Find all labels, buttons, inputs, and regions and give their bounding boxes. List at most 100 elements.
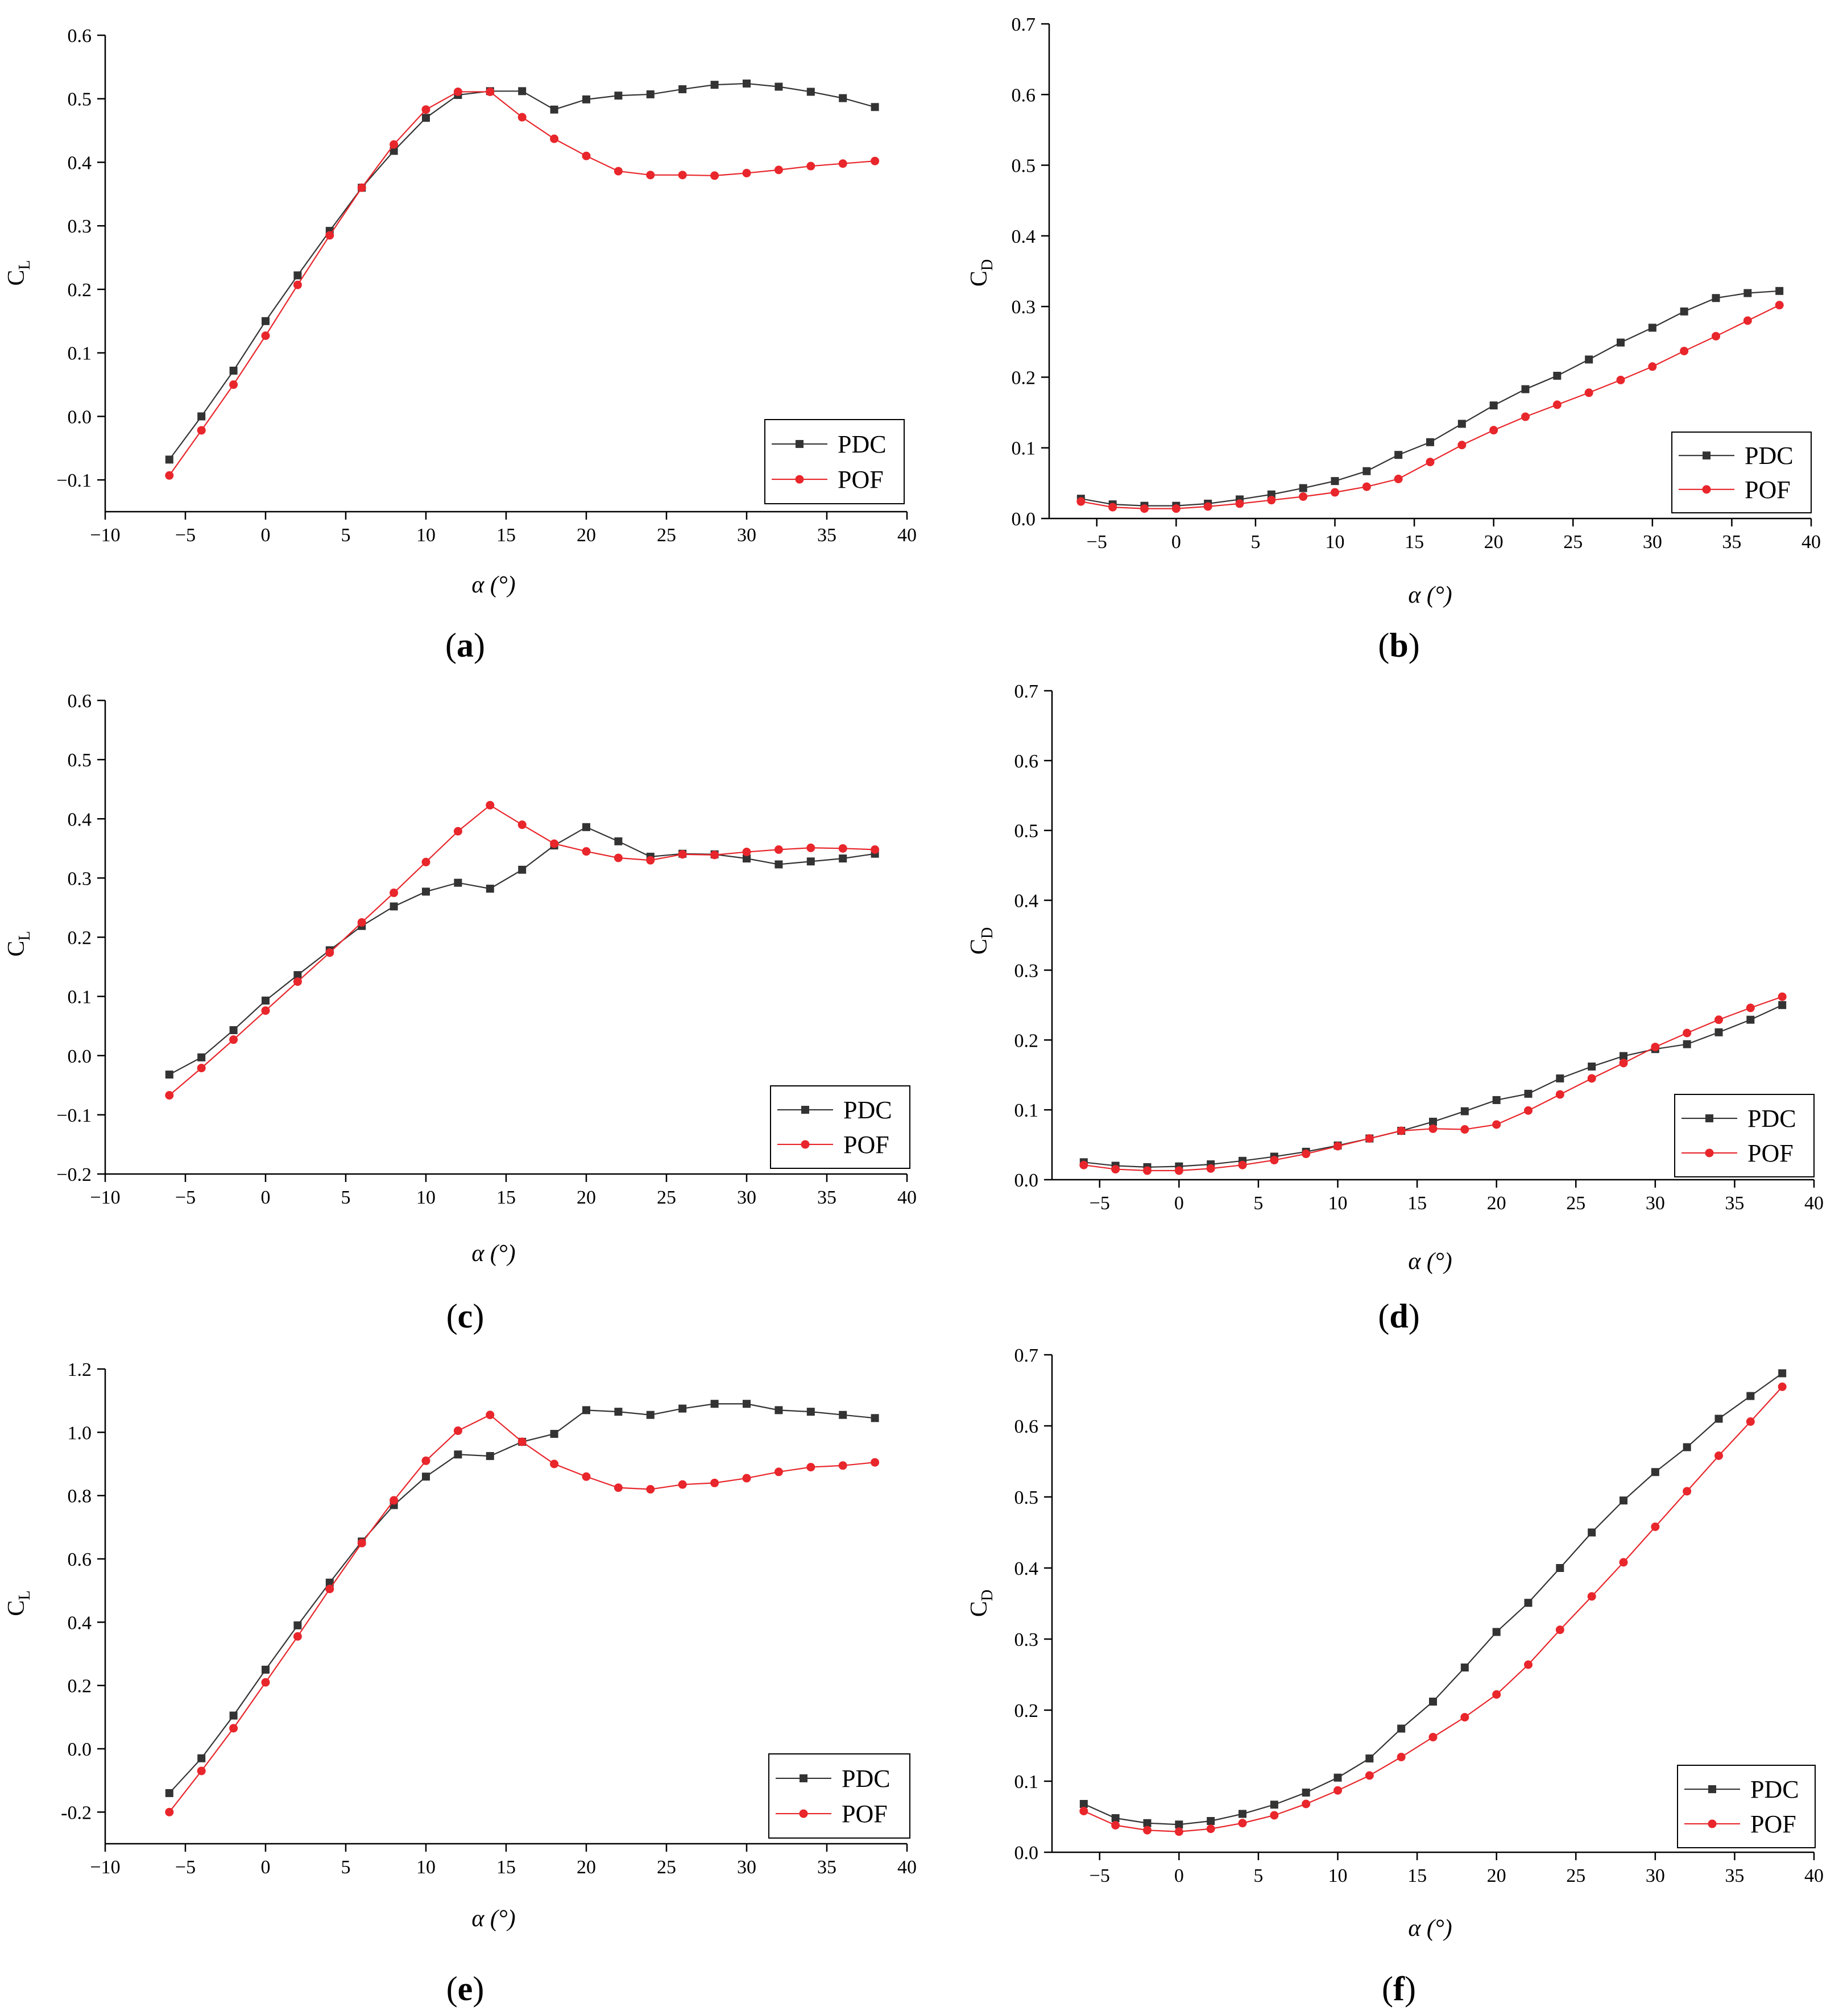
data-point-pdc — [197, 1053, 206, 1061]
x-tick-label: 40 — [897, 1857, 917, 1878]
data-point-pof — [1108, 503, 1117, 512]
y-axis-label-text: CD — [966, 1590, 996, 1617]
data-point-pdc — [262, 996, 270, 1005]
x-tick-label: 40 — [897, 1187, 917, 1208]
legend-label-pof: POF — [1747, 1139, 1794, 1167]
data-point-pdc — [390, 902, 398, 911]
data-point-pdc — [1397, 1724, 1406, 1733]
y-tick-label: 0.1 — [1012, 438, 1036, 459]
legend-box — [1671, 432, 1812, 513]
data-point-pdc — [1778, 1369, 1787, 1378]
data-point-pof — [1492, 1120, 1501, 1129]
data-point-pof — [646, 856, 655, 865]
y-tick-label: -0.2 — [61, 1802, 92, 1823]
data-point-pdc — [1648, 323, 1656, 332]
panel-label: (c) — [446, 1297, 484, 1335]
x-tick-label: 10 — [416, 525, 436, 546]
data-point-pdc — [678, 85, 687, 93]
data-point-pof — [1680, 346, 1689, 355]
panel-label-open: ( — [446, 1297, 458, 1335]
y-tick-label: 0.5 — [1014, 1487, 1039, 1508]
data-point-pof — [229, 1724, 238, 1733]
data-point-pdc — [871, 103, 879, 111]
data-point-pof — [1333, 1142, 1342, 1151]
data-point-pdc — [1460, 1107, 1469, 1115]
data-point-pof — [678, 850, 687, 859]
panel-label: (b) — [1378, 627, 1419, 664]
data-point-pdc — [646, 1411, 655, 1419]
data-point-pdc — [1489, 401, 1498, 410]
series-pof — [165, 87, 880, 480]
data-point-pdc — [550, 105, 558, 114]
legend-marker-pof — [795, 475, 804, 484]
data-point-pof — [678, 171, 687, 180]
legend-box — [768, 1753, 910, 1839]
data-point-pdc — [1746, 1015, 1755, 1024]
y-tick-label: 0.1 — [1014, 1100, 1039, 1121]
x-tick-label: −5 — [175, 525, 196, 546]
x-axis-label: α (°) — [1408, 582, 1452, 608]
data-point-pdc — [325, 1578, 334, 1587]
data-point-pdc — [1553, 371, 1562, 380]
x-tick-label: 5 — [1253, 1865, 1263, 1886]
data-point-pdc — [743, 1400, 751, 1408]
data-point-pdc — [1617, 338, 1625, 347]
x-tick-label: −10 — [90, 1857, 120, 1878]
y-tick-label: −0.1 — [56, 470, 92, 491]
legend-marker-pdc — [1708, 1785, 1716, 1794]
data-point-pof — [1775, 301, 1784, 310]
data-point-pof — [453, 827, 462, 836]
data-point-pof — [678, 1480, 687, 1489]
legend-marker-pdc — [801, 1106, 809, 1114]
data-point-pof — [838, 1461, 847, 1470]
y-tick-label: 0.7 — [1014, 1345, 1039, 1366]
y-tick-label: −0.2 — [56, 1164, 92, 1185]
data-point-pof — [1174, 1827, 1183, 1836]
data-point-pof — [582, 847, 591, 856]
x-tick-label: 25 — [657, 525, 676, 546]
legend-box — [1674, 1094, 1815, 1177]
data-point-pof — [390, 140, 399, 149]
y-tick-label: 0.5 — [1012, 156, 1036, 177]
data-point-pdc — [871, 1414, 879, 1422]
data-point-pof — [774, 845, 783, 854]
legend-box — [1677, 1765, 1816, 1848]
data-point-pof — [1140, 504, 1149, 513]
data-point-pdc — [1683, 1443, 1691, 1451]
legend-marker-pdc — [800, 1774, 807, 1782]
y-axis-label: CL — [3, 260, 34, 285]
data-point-pdc — [518, 865, 527, 874]
x-axis-label: α (°) — [471, 1906, 515, 1932]
data-point-pof — [197, 1766, 206, 1776]
y-tick-label: 0.7 — [1012, 14, 1036, 35]
x-tick-label: 5 — [341, 1857, 351, 1878]
legend-marker-pof — [801, 1140, 810, 1149]
y-tick-label: 0.6 — [68, 1549, 92, 1570]
y-tick-label: 0.0 — [68, 1046, 92, 1067]
data-point-pof — [550, 134, 559, 143]
data-point-pdc — [646, 90, 655, 98]
x-tick-label: 10 — [1328, 1865, 1348, 1886]
y-axis-label-text: CL — [3, 931, 34, 956]
data-point-pdc — [582, 95, 590, 103]
data-point-pof — [710, 171, 719, 180]
data-point-pdc — [1775, 287, 1784, 295]
y-tick-label: 0.5 — [1014, 821, 1039, 842]
data-point-pdc — [1620, 1496, 1627, 1505]
y-axis-label-main: C — [966, 271, 992, 287]
data-point-pof — [1111, 1821, 1120, 1830]
data-point-pdc — [229, 1026, 238, 1034]
data-point-pdc — [678, 1404, 687, 1413]
data-point-pof — [1616, 375, 1625, 384]
data-point-pof — [453, 1426, 462, 1436]
x-tick-label: 0 — [1174, 1865, 1184, 1886]
data-point-pdc — [197, 412, 206, 421]
data-point-pof — [582, 151, 591, 160]
data-point-pdc — [743, 854, 751, 863]
data-point-pof — [165, 471, 174, 480]
x-tick-label: 5 — [341, 525, 351, 546]
data-point-pof — [1362, 482, 1371, 491]
data-point-pdc — [1492, 1096, 1501, 1104]
data-point-pdc — [1270, 1801, 1278, 1809]
